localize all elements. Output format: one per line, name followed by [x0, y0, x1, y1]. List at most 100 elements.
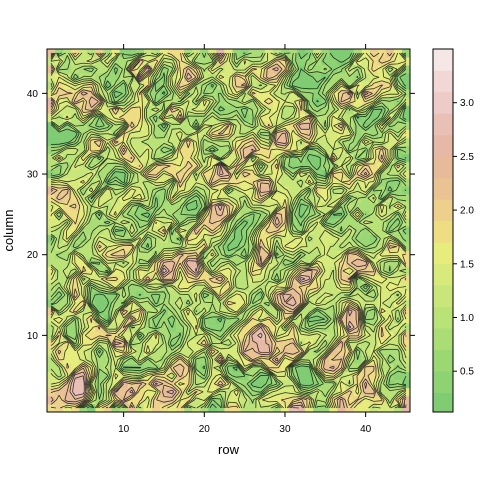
contour-cell	[297, 315, 306, 324]
contour-line	[50, 52, 407, 409]
contour-cell	[232, 291, 241, 300]
contour-cell	[119, 194, 128, 203]
contour-cell	[47, 395, 56, 405]
contour-cell	[151, 49, 161, 58]
x-tick-label: 30	[279, 424, 291, 435]
contour-cell	[208, 234, 217, 243]
contour-cell	[377, 274, 387, 284]
contour-cell	[143, 210, 153, 219]
contour-cell	[337, 105, 346, 114]
contour-cell	[71, 145, 80, 155]
contour-cell	[159, 291, 169, 300]
contour-cell	[361, 49, 370, 58]
contour-cell	[321, 153, 330, 163]
contour-cell	[176, 395, 185, 405]
contour-cell	[280, 178, 290, 187]
contour-cell	[289, 194, 298, 203]
contour-cell	[305, 266, 314, 276]
contour-cell	[135, 355, 145, 364]
color-key-tick-label: 1.5	[460, 259, 474, 270]
contour-cell	[184, 97, 193, 106]
contour-cell	[313, 137, 322, 147]
color-key-band	[433, 113, 453, 136]
contour-cell	[393, 145, 403, 155]
contour-cell	[264, 210, 274, 219]
contour-cell	[103, 226, 112, 235]
contour-cell	[111, 153, 120, 163]
contour-cell	[55, 395, 64, 405]
contour-cell	[79, 89, 88, 98]
contour-cell	[200, 242, 209, 251]
contour-cell	[313, 234, 322, 243]
contour-cell	[289, 387, 298, 397]
contour-cell	[401, 395, 410, 405]
contour-cell	[361, 105, 370, 114]
contour-cell	[280, 161, 290, 171]
contour-cell	[313, 49, 322, 58]
contour-cell	[313, 194, 322, 203]
contour-cell	[135, 49, 145, 58]
contour-cell	[111, 355, 120, 364]
contour-cell	[297, 202, 306, 211]
contour-cell	[127, 274, 137, 284]
color-key-tick-label: 1.0	[460, 313, 474, 324]
contour-cell	[224, 97, 233, 106]
contour-cell	[63, 315, 72, 324]
contour-cell	[159, 266, 169, 276]
contour-cell	[377, 258, 387, 268]
contour-cell	[143, 282, 153, 292]
contour-cell	[119, 97, 128, 106]
contour-cell	[305, 339, 314, 348]
contour-cell	[305, 387, 314, 397]
contour-cell	[208, 186, 217, 195]
contour-cell	[119, 57, 128, 66]
contour-cell	[345, 65, 354, 74]
contour-cell	[95, 282, 104, 292]
contour-cell	[168, 81, 177, 90]
contour-cell	[127, 355, 137, 364]
contour-cell	[119, 49, 128, 58]
contour-cell	[224, 339, 233, 348]
contour-cell	[143, 129, 153, 139]
color-key-tick-label: 3.0	[460, 98, 474, 109]
contour-cell	[385, 121, 395, 130]
contour-cell	[377, 291, 387, 300]
contour-cell	[256, 339, 266, 348]
contour-cell	[321, 274, 330, 284]
contour-cell	[264, 97, 274, 106]
contour-cell	[369, 307, 379, 316]
contour-cell	[224, 161, 233, 171]
contour-cell	[393, 347, 403, 356]
contour-cell	[79, 355, 88, 364]
contour-cell	[280, 379, 290, 389]
contour-cell	[305, 315, 314, 324]
contour-cell	[353, 49, 362, 58]
contour-cell	[119, 129, 128, 139]
contour-cell	[200, 226, 209, 235]
contour-cell	[353, 57, 362, 66]
contour-cell	[248, 81, 258, 90]
contour-cell	[377, 234, 387, 243]
contour-cell	[345, 137, 354, 147]
contour-cell	[280, 323, 290, 332]
contour-cell	[240, 323, 249, 332]
contour-cell	[200, 387, 209, 397]
contour-cell	[240, 202, 249, 211]
contour-cell	[135, 234, 145, 243]
contour-cell	[385, 355, 395, 364]
contour-cell	[79, 178, 88, 187]
contour-cell	[377, 161, 387, 171]
contour-cell	[143, 153, 153, 163]
contour-cell	[289, 347, 298, 356]
contour-cell	[143, 73, 153, 82]
contour-cell	[63, 73, 72, 82]
contour-cell	[184, 105, 193, 114]
contour-cell	[385, 250, 395, 260]
contour-cell	[264, 291, 274, 300]
contour-cell	[119, 145, 128, 155]
contour-cell	[200, 97, 209, 106]
contour-cell	[143, 234, 153, 243]
contour-cell	[232, 274, 241, 284]
contour-cell	[95, 403, 104, 412]
